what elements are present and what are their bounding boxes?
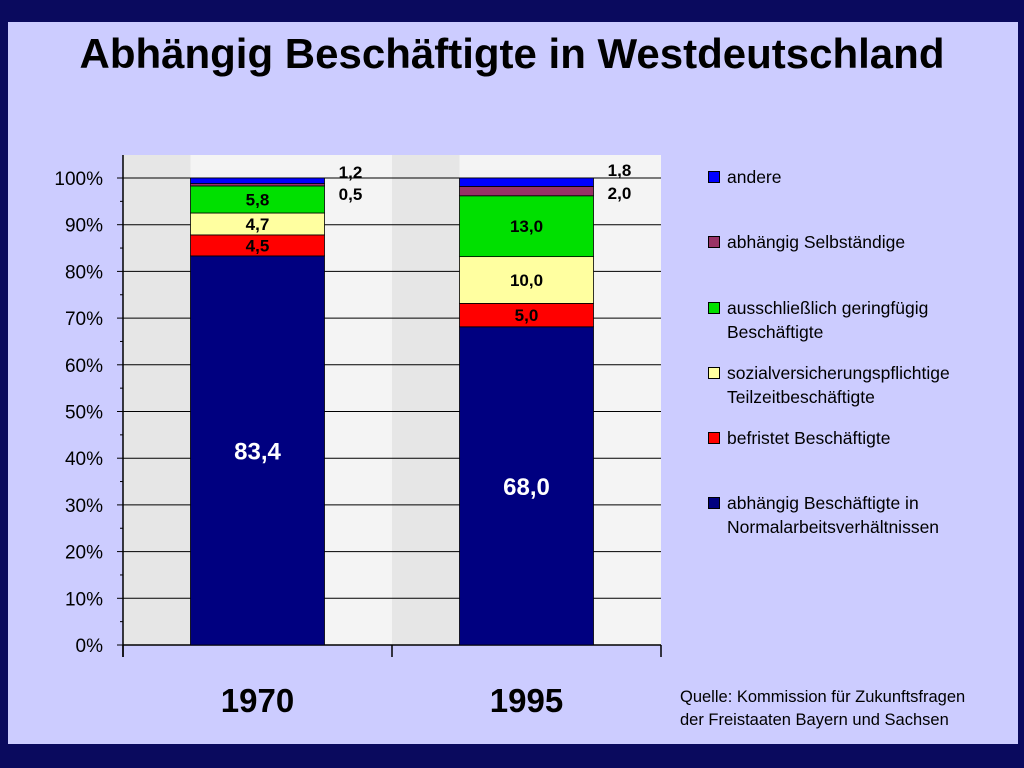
y-tick-label: 100%: [54, 169, 103, 190]
legend-label: befristet Beschäftigte: [727, 428, 891, 448]
bar-segment: [459, 195, 594, 258]
data-label: 2,0: [608, 184, 632, 203]
y-tick-label: 20%: [65, 543, 103, 564]
y-tick-label: 70%: [65, 309, 103, 330]
legend-label: andere: [727, 167, 782, 187]
data-label: 68,0: [503, 474, 550, 501]
y-tick-label: 60%: [65, 356, 103, 377]
x-category-label: 1970: [221, 682, 294, 719]
y-tick-label: 90%: [65, 216, 103, 237]
y-tick-label: 0%: [76, 636, 104, 657]
data-label: 5,8: [246, 190, 270, 209]
y-tick-label: 50%: [65, 403, 103, 424]
bar-segment: [459, 186, 594, 197]
data-label: 5,0: [515, 306, 539, 325]
legend-swatch: [708, 236, 720, 248]
y-tick-label: 10%: [65, 589, 103, 610]
legend-label: sozialversicherungspflichtige Teilzeitbe…: [727, 363, 950, 407]
source-note: Quelle: Kommission für Zukunftsfragen de…: [680, 688, 966, 729]
legend-label: abhängig Beschäftigte in Normalarbeitsve…: [727, 493, 940, 537]
data-label: 0,5: [339, 185, 363, 204]
y-tick-label: 80%: [65, 262, 103, 283]
legend-swatch: [708, 171, 720, 183]
data-label: 4,5: [246, 236, 270, 255]
data-label: 4,7: [246, 215, 270, 234]
y-tick-label: 40%: [65, 449, 103, 470]
plot-band: [123, 155, 191, 645]
legend-swatch: [708, 432, 720, 444]
bar-segment: [459, 326, 594, 646]
data-label: 1,2: [339, 163, 363, 182]
legend-label: ausschließlich geringfügig Beschäftigte: [727, 298, 929, 342]
plot-band: [392, 155, 460, 645]
legend-swatch: [708, 367, 720, 379]
legend-swatch: [708, 302, 720, 314]
data-label: 10,0: [510, 271, 543, 290]
data-label: 13,0: [510, 217, 543, 236]
chart-title: Abhängig Beschäftigte in Westdeutschland: [79, 30, 945, 77]
x-category-label: 1995: [490, 682, 563, 719]
data-label: 83,4: [234, 438, 281, 465]
bar-segment: [459, 256, 594, 304]
bar-segment: [190, 255, 325, 646]
bar-segment: [459, 177, 594, 187]
bar-segment: [190, 177, 325, 184]
legend-swatch: [708, 497, 720, 509]
legend-label: abhängig Selbständige: [727, 232, 906, 252]
data-label: 1,8: [608, 161, 632, 180]
y-tick-label: 30%: [65, 496, 103, 517]
